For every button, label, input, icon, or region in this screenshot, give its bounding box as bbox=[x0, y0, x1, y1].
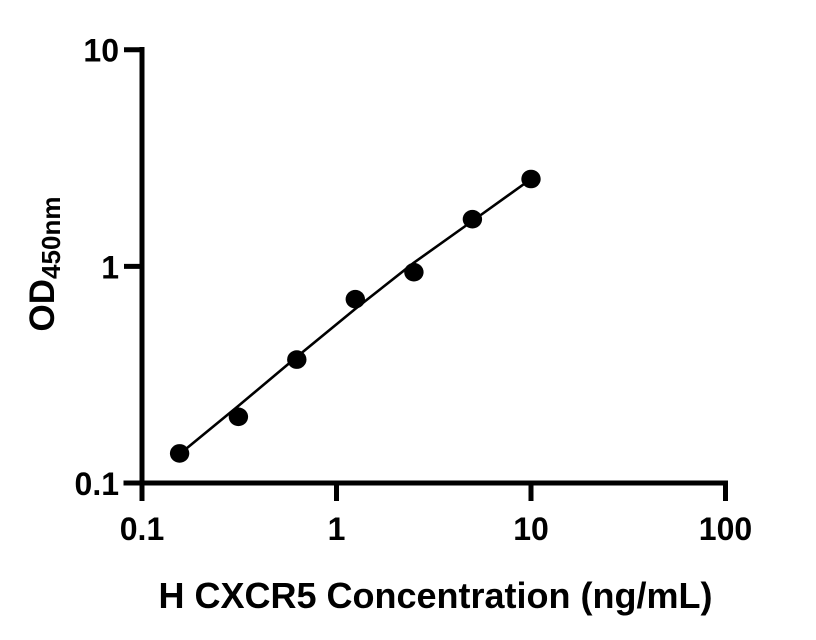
y-axis-title-main: OD bbox=[23, 279, 62, 332]
data-point bbox=[345, 289, 365, 309]
x-tick-label: 1 bbox=[328, 511, 346, 547]
x-tick-label: 100 bbox=[699, 511, 752, 547]
x-tick-label: 10 bbox=[513, 511, 549, 547]
data-point bbox=[404, 262, 424, 282]
y-tick-label: 1 bbox=[101, 249, 119, 285]
data-point bbox=[521, 169, 541, 189]
data-point bbox=[169, 444, 190, 463]
y-tick-label: 10 bbox=[83, 33, 119, 69]
x-tick-label: 0.1 bbox=[120, 511, 164, 547]
x-axis-title: H CXCR5 Concentration (ng/mL) bbox=[159, 575, 713, 616]
y-tick-label: 0.1 bbox=[75, 466, 119, 502]
y-axis-title-subscript: 450nm bbox=[36, 197, 66, 279]
y-axis-title: OD450nm bbox=[23, 197, 66, 332]
data-point bbox=[462, 209, 483, 229]
data-point bbox=[287, 350, 307, 369]
data-point bbox=[228, 407, 249, 427]
